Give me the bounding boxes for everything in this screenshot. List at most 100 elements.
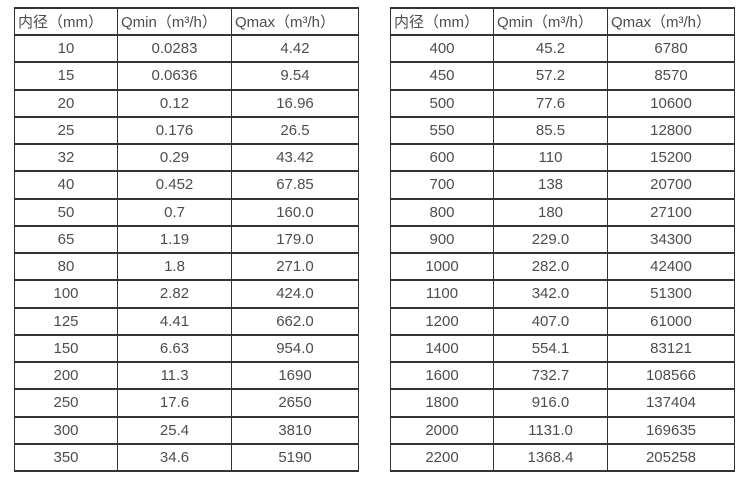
table-cell: 137404: [607, 388, 735, 418]
table-cell: 300: [14, 415, 118, 445]
table-row: 150 6.63 954.0: [14, 333, 359, 364]
table-row: 250 17.6 2650: [14, 388, 359, 418]
table-cell: 17.6: [117, 388, 232, 418]
table-row: 300 25.4 3810: [14, 415, 359, 445]
table-row: 800 180 27100: [390, 197, 735, 227]
table-cell: 662.0: [231, 306, 359, 336]
table-cell: 424.0: [231, 279, 359, 309]
table-row: 15 0.0636 9.54: [14, 61, 359, 91]
flow-table-small-diameters: 内径（mm） Qmin（m³/h） Qmax（m³/h） 10 0.0283 4.4…: [14, 7, 359, 473]
table-cell: 900: [390, 224, 494, 255]
table-cell: 83121: [607, 333, 735, 364]
table-cell: 0.29: [117, 142, 232, 173]
table-cell: 1100: [390, 279, 494, 309]
table-cell: 0.176: [117, 115, 232, 146]
table-cell: 125: [14, 306, 118, 336]
table-row: 600 110 15200: [390, 142, 735, 173]
table-cell: 43.42: [231, 142, 359, 173]
table-row: 1200 407.0 61000: [390, 306, 735, 336]
table-cell: 61000: [607, 306, 735, 336]
table-row: 1000 282.0 42400: [390, 251, 735, 282]
table-cell: 229.0: [493, 224, 608, 255]
table-cell: 1.8: [117, 251, 232, 282]
header-row: 内径（mm） Qmin（m³/h） Qmax（m³/h）: [14, 7, 359, 36]
table-cell: 179.0: [231, 224, 359, 255]
table-cell: 4.41: [117, 306, 232, 336]
table-cell: 500: [390, 88, 494, 118]
table-cell: 16.96: [231, 88, 359, 118]
table-cell: 1400: [390, 333, 494, 364]
table-cell: 1600: [390, 360, 494, 391]
table-cell: 1800: [390, 388, 494, 418]
table-body: 10 0.0283 4.42 15 0.0636 9.54 20 0.12 16.96 25 0.1…: [14, 33, 359, 473]
table-row: 1800 916.0 137404: [390, 388, 735, 418]
table-cell: 2200: [390, 442, 494, 473]
table-cell: 1131.0: [493, 415, 608, 445]
table-row: 1400 554.1 83121: [390, 333, 735, 364]
table-cell: 110: [493, 142, 608, 173]
table-row: 550 85.5 12800: [390, 115, 735, 146]
table-row: 1100 342.0 51300: [390, 279, 735, 309]
table-cell: 20700: [607, 170, 735, 200]
table-cell: 700: [390, 170, 494, 200]
table-cell: 3810: [231, 415, 359, 445]
table-cell: 271.0: [231, 251, 359, 282]
table-body: 400 45.2 6780 450 57.2 8570 500 77.6 10600 550 85.…: [390, 33, 735, 473]
table-row: 65 1.19 179.0: [14, 224, 359, 255]
table-cell: 12800: [607, 115, 735, 146]
table-cell: 20: [14, 88, 118, 118]
table-cell: 150: [14, 333, 118, 364]
table-cell: 138: [493, 170, 608, 200]
table-cell: 800: [390, 197, 494, 227]
table-row: 450 57.2 8570: [390, 61, 735, 91]
table-cell: 9.54: [231, 61, 359, 91]
table-cell: 205258: [607, 442, 735, 473]
table-cell: 2650: [231, 388, 359, 418]
table-cell: 600: [390, 142, 494, 173]
table-cell: 80: [14, 251, 118, 282]
table-row: 100 2.82 424.0: [14, 279, 359, 309]
table-cell: 15200: [607, 142, 735, 173]
table-cell: 954.0: [231, 333, 359, 364]
table-cell: 100: [14, 279, 118, 309]
table-cell: 342.0: [493, 279, 608, 309]
table-cell: 45.2: [493, 33, 608, 64]
flow-table-large-diameters: 内径（mm） Qmin（m³/h） Qmax（m³/h） 400 45.2 6780…: [390, 7, 735, 473]
table-row: 700 138 20700: [390, 170, 735, 200]
table-row: 2200 1368.4 205258: [390, 442, 735, 473]
table-row: 10 0.0283 4.42: [14, 33, 359, 64]
table-row: 40 0.452 67.85: [14, 170, 359, 200]
table-cell: 8570: [607, 61, 735, 91]
table-row: 350 34.6 5190: [14, 442, 359, 473]
table-cell: 0.452: [117, 170, 232, 200]
table-cell: 2.82: [117, 279, 232, 309]
table-cell: 1000: [390, 251, 494, 282]
table-row: 125 4.41 662.0: [14, 306, 359, 336]
table-cell: 26.5: [231, 115, 359, 146]
table-cell: 10: [14, 33, 118, 64]
table-row: 1600 732.7 108566: [390, 360, 735, 391]
table-cell: 6.63: [117, 333, 232, 364]
table-cell: 2000: [390, 415, 494, 445]
table-cell: 34.6: [117, 442, 232, 473]
table-cell: 916.0: [493, 388, 608, 418]
table-cell: 40: [14, 170, 118, 200]
table-row: 25 0.176 26.5: [14, 115, 359, 146]
table-cell: 407.0: [493, 306, 608, 336]
header-inner-diameter: 内径（mm）: [14, 7, 118, 36]
table-cell: 42400: [607, 251, 735, 282]
table-cell: 57.2: [493, 61, 608, 91]
table-cell: 1690: [231, 360, 359, 391]
header-qmax: Qmax（m³/h）: [607, 7, 735, 36]
table-row: 200 11.3 1690: [14, 360, 359, 391]
table-cell: 11.3: [117, 360, 232, 391]
table-cell: 1368.4: [493, 442, 608, 473]
table-cell: 5190: [231, 442, 359, 473]
header-inner-diameter: 内径（mm）: [390, 7, 494, 36]
table-row: 900 229.0 34300: [390, 224, 735, 255]
header-qmax: Qmax（m³/h）: [231, 7, 359, 36]
table-row: 2000 1131.0 169635: [390, 415, 735, 445]
table-row: 32 0.29 43.42: [14, 142, 359, 173]
table-cell: 34300: [607, 224, 735, 255]
table-cell: 554.1: [493, 333, 608, 364]
